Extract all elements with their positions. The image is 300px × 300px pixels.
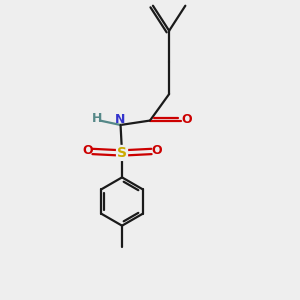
Text: H: H: [92, 112, 102, 125]
Text: O: O: [181, 112, 191, 126]
Text: N: N: [116, 113, 126, 126]
Text: O: O: [152, 143, 162, 157]
Text: S: S: [117, 146, 127, 160]
Text: O: O: [82, 143, 93, 157]
